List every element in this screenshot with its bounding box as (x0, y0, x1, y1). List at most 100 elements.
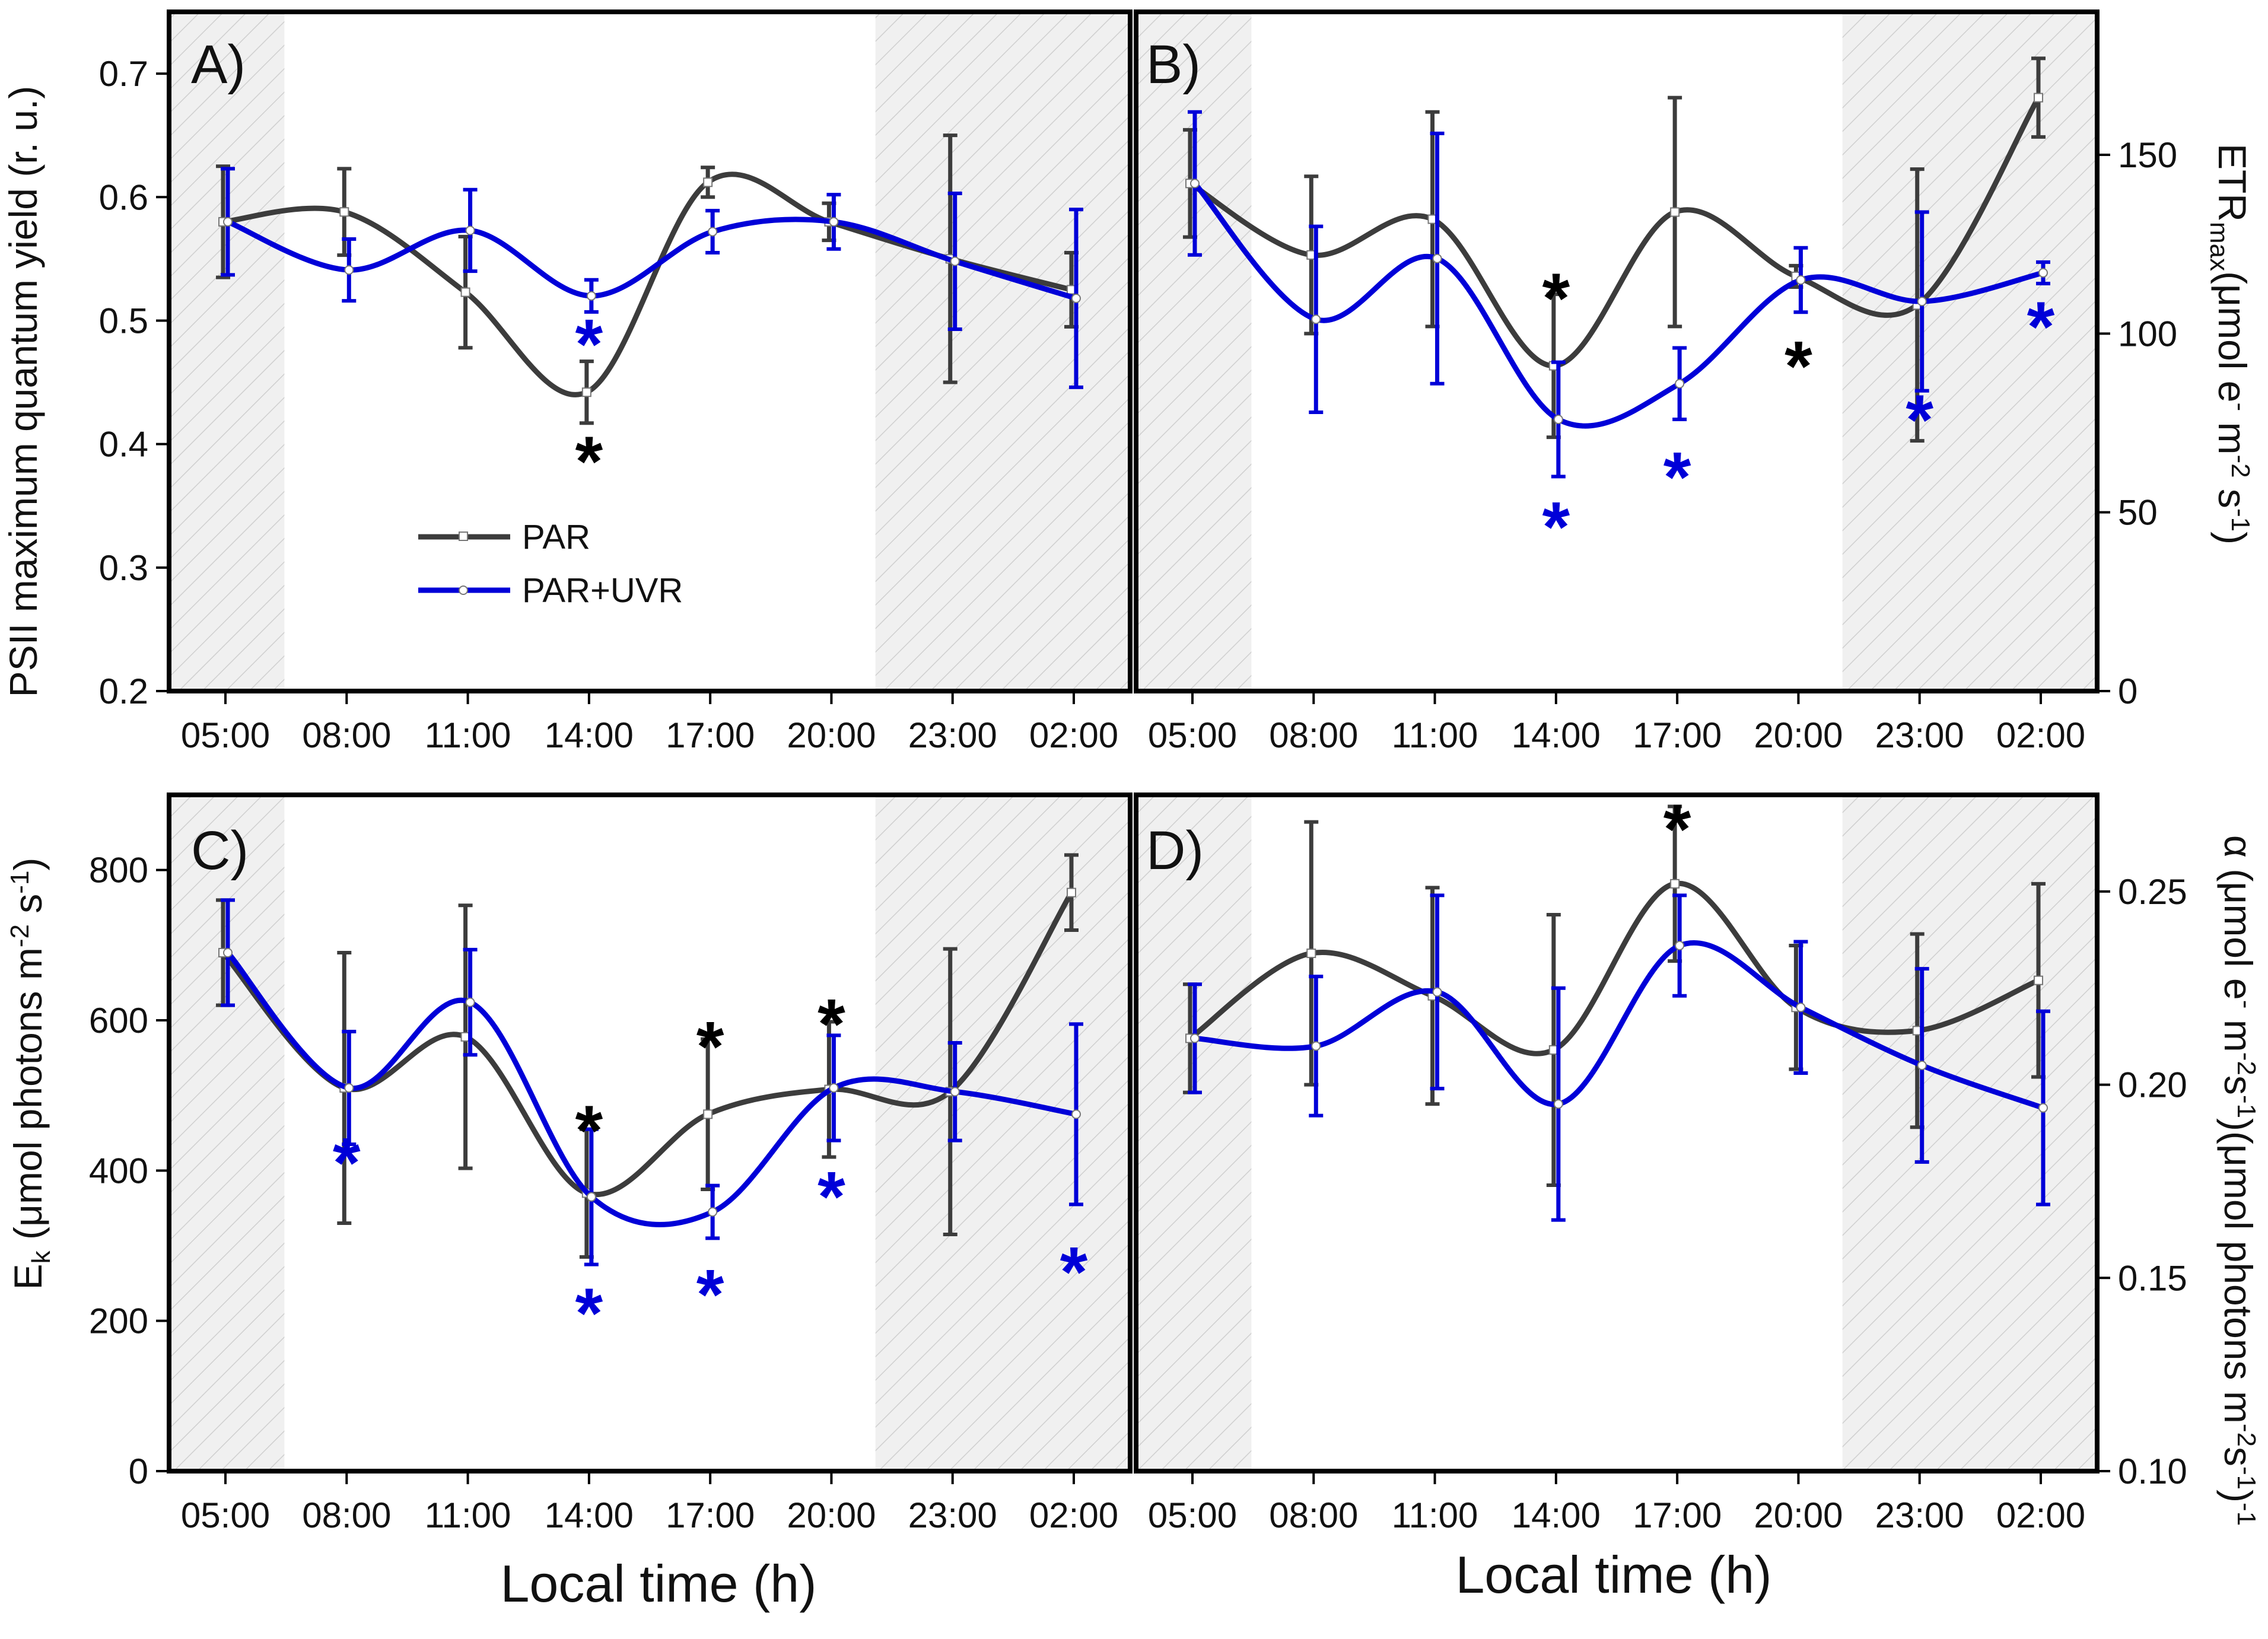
data-point-par-uvr (223, 948, 233, 957)
data-point-par-uvr (1071, 1109, 1081, 1119)
data-point-par (1306, 949, 1316, 959)
y-tick-label: 0.7 (99, 54, 148, 94)
y-tick-label: 100 (2118, 314, 2177, 354)
x-tick-label: 08:00 (302, 715, 391, 755)
series-line-par-uvr (225, 950, 1077, 1227)
x-tick-label: 23:00 (908, 1495, 997, 1535)
data-point-par-uvr (829, 1083, 839, 1093)
data-point-par-uvr (1796, 1003, 1806, 1013)
y-tick-label: 0.25 (2118, 872, 2187, 912)
significance-star: * (1542, 259, 1570, 338)
x-tick-label: 23:00 (908, 715, 997, 755)
night-region-early (169, 12, 285, 691)
y-tick-label: 0.3 (99, 548, 148, 588)
night-region-early (169, 795, 285, 1471)
y-tick-label: 150 (2118, 135, 2177, 175)
x-tick-label: 14:00 (1512, 715, 1601, 755)
data-point-par-uvr (2038, 1103, 2048, 1113)
significance-star: * (1663, 790, 1691, 869)
significance-star: * (1542, 488, 1570, 567)
significance-star: * (575, 304, 603, 384)
data-point-par-uvr (1675, 378, 1685, 389)
x-tick-label: 20:00 (787, 715, 876, 755)
data-point-par (1067, 887, 1076, 898)
night-region-late (875, 12, 1130, 691)
night-region-early (1136, 795, 1252, 1471)
data-point-par-uvr (1190, 179, 1200, 189)
panel-d-ylabel: α (μmol e- m-2s-1)(μmol photons m-2s-1)-… (2216, 835, 2261, 1526)
y-tick-label: 0.2 (99, 671, 148, 711)
data-point-par (339, 207, 349, 217)
x-tick-label: 20:00 (1754, 1495, 1843, 1535)
x-tick-label: 02:00 (1996, 715, 2085, 755)
x-tick-label: 11:00 (425, 1495, 511, 1535)
panel-frame (167, 9, 1133, 693)
significance-star: * (818, 984, 845, 1064)
significance-star: * (575, 422, 603, 501)
panel-frame (1134, 9, 2100, 693)
panel-frame (1134, 793, 2100, 1473)
data-point-par-uvr (1675, 941, 1685, 951)
data-point-par-uvr (1917, 1061, 1927, 1070)
data-point-par-uvr (1190, 1033, 1200, 1043)
data-point-par (460, 287, 470, 297)
x-tick-label: 11:00 (1392, 1495, 1478, 1535)
panel-letter-b: B) (1146, 34, 1201, 95)
data-point-par-uvr (1796, 275, 1806, 285)
x-tick-label: 05:00 (181, 715, 270, 755)
significance-star: * (1785, 327, 1812, 406)
y-tick-label: 0.6 (99, 177, 148, 217)
panel-c: 05:00 08:00 11:00 14:00 17:00 20:00 23:00 02:00… (89, 793, 1133, 1535)
data-point-par-uvr (1917, 297, 1927, 307)
series-line-par-uvr (1194, 940, 2044, 1110)
y-tick-label: 0.4 (99, 425, 148, 464)
legend-uvr-label: PAR+UVR (522, 571, 683, 610)
panel-b-ylabel: ETRmax(μmol e- m-2 s-1) (2205, 144, 2255, 545)
x-tick-label: 14:00 (1512, 1495, 1601, 1535)
x-tick-label: 08:00 (302, 1495, 391, 1535)
data-point-par-uvr (1432, 253, 1442, 263)
y-tick-label: 0 (2118, 671, 2137, 711)
panel-letter-a: A) (191, 34, 246, 95)
data-point-par-uvr (1553, 415, 1563, 424)
panel-d: 05:00 08:00 11:00 14:00 17:00 20:00 23:00 02:00… (1134, 790, 2187, 1535)
x-tick-label: 11:00 (1392, 715, 1478, 755)
data-point-par-uvr (950, 256, 960, 266)
panel-b: 05:00 08:00 11:00 14:00 17:00 20:00 23:00 02:00… (1134, 9, 2177, 755)
data-point-par (703, 1109, 713, 1119)
data-point-par-uvr (1553, 1099, 1563, 1109)
x-tick-label: 02:00 (1996, 1495, 2085, 1535)
x-tick-label: 17:00 (666, 715, 755, 755)
x-tick-label: 05:00 (1148, 715, 1237, 755)
y-tick-label: 0.20 (2118, 1065, 2187, 1105)
x-tick-label: 08:00 (1269, 715, 1358, 755)
data-point-par (2034, 93, 2043, 103)
panel-letter-d: D) (1146, 820, 1204, 881)
series-line-par-uvr (1192, 182, 2044, 429)
x-tick-label: 02:00 (1029, 1495, 1118, 1535)
y-tick-label: 0 (129, 1452, 148, 1491)
data-point-par-uvr (708, 1207, 718, 1217)
y-tick-label: 800 (89, 851, 148, 890)
y-tick-label: 50 (2118, 493, 2158, 533)
x-axis-title-right: Local time (h) (1455, 1545, 1771, 1604)
y-tick-label: 600 (89, 1001, 148, 1040)
y-tick-label: 0.15 (2118, 1258, 2187, 1298)
significance-star: * (1663, 437, 1691, 517)
data-point-par-uvr (586, 291, 596, 301)
x-tick-label: 05:00 (1148, 1495, 1237, 1535)
y-tick-label: 0.10 (2118, 1452, 2187, 1491)
data-point-par-uvr (1071, 293, 1081, 303)
data-point-par (1670, 207, 1680, 217)
legend-par-marker (459, 532, 468, 541)
data-point-par-uvr (344, 1083, 354, 1093)
night-region-late (1842, 12, 2097, 691)
x-tick-label: 05:00 (181, 1495, 270, 1535)
data-point-par-uvr (2038, 268, 2048, 278)
data-point-par (2034, 975, 2043, 985)
significance-star: * (818, 1157, 845, 1237)
night-region-late (875, 795, 1130, 1471)
data-point-par-uvr (829, 217, 839, 227)
data-point-par (1670, 879, 1680, 889)
x-axis-title-left: Local time (h) (500, 1554, 816, 1613)
